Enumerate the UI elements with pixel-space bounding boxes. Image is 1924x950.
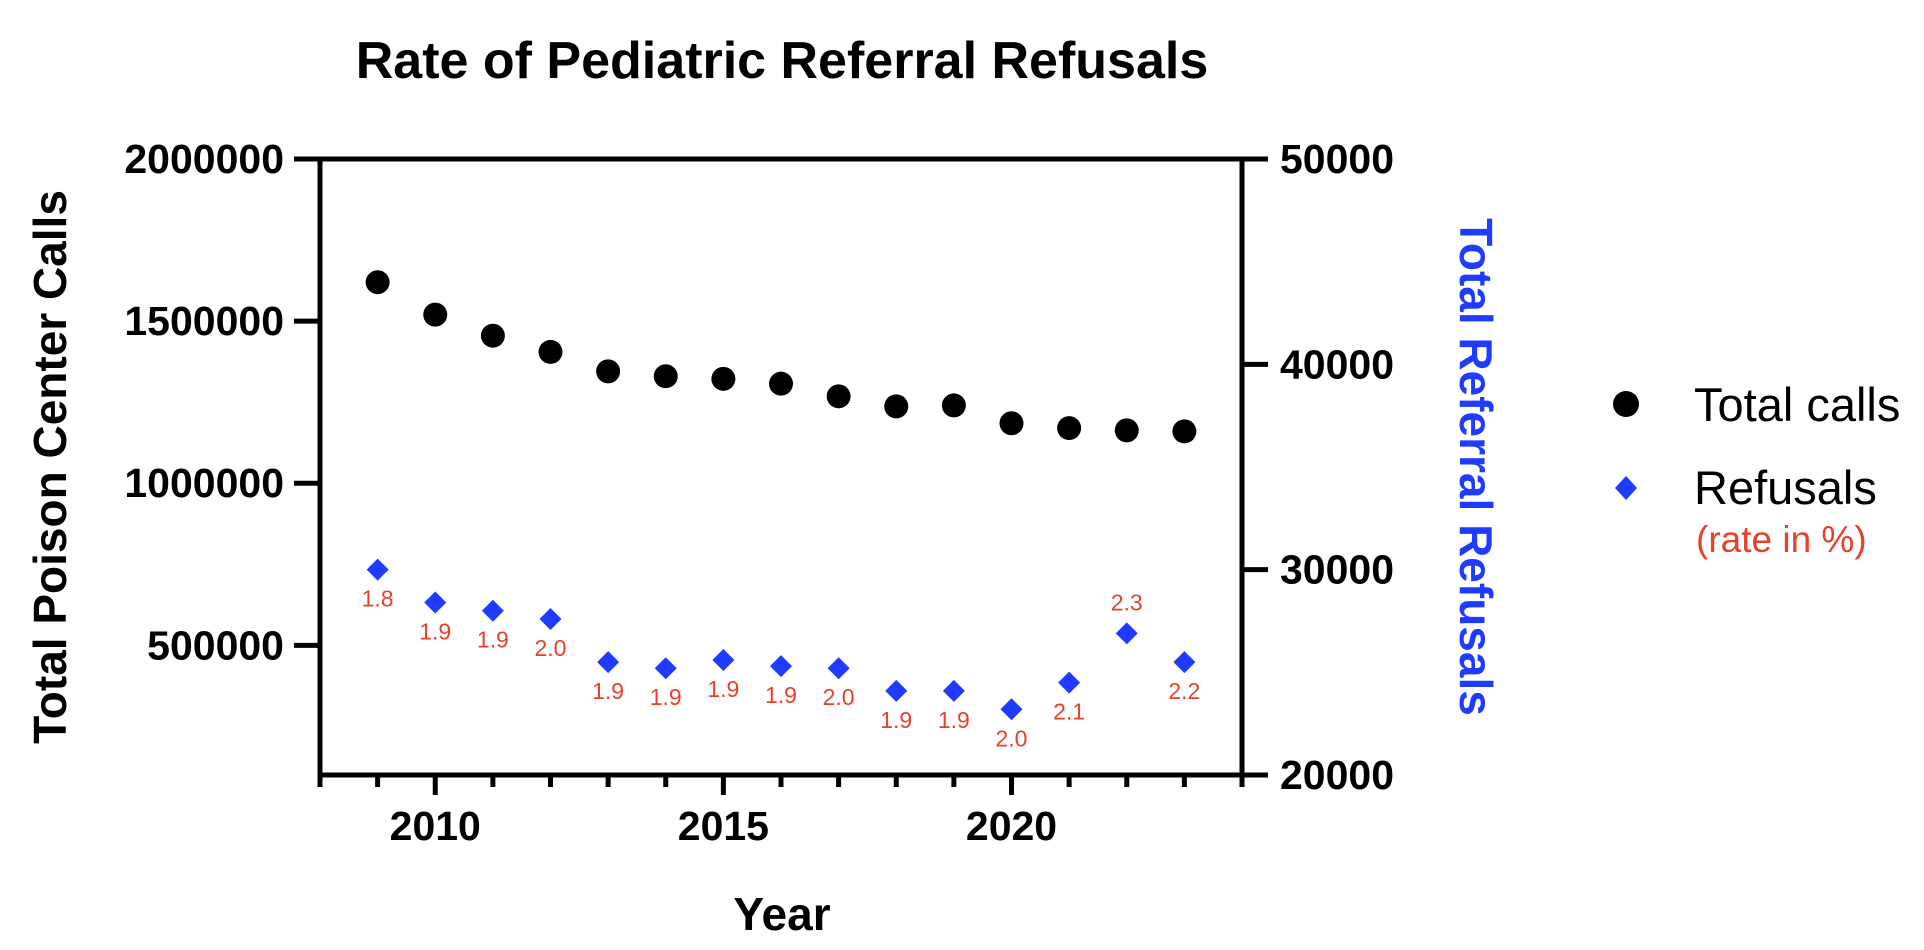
point-total-calls bbox=[1057, 416, 1082, 441]
point-refusals bbox=[1000, 698, 1023, 721]
series-total-calls bbox=[365, 270, 1197, 444]
rate-label: 1.9 bbox=[938, 707, 970, 733]
point-refusals bbox=[827, 657, 850, 680]
rate-label: 1.9 bbox=[650, 684, 682, 710]
point-refusals bbox=[539, 607, 562, 630]
rate-label: 2.0 bbox=[535, 635, 567, 661]
y-right-tick-label: 50000 bbox=[1280, 136, 1394, 182]
point-refusals bbox=[1173, 651, 1196, 674]
rate-labels: 1.8 1.9 1.9 2.0 1.9 1.9 1.9 1.9 2.0 1.9 1.9 2.0 2.1 2… bbox=[362, 586, 1201, 752]
legend-marker-total-calls bbox=[1613, 391, 1639, 417]
point-total-calls bbox=[1172, 419, 1197, 444]
rate-label: 1.9 bbox=[419, 619, 451, 645]
point-total-calls bbox=[826, 384, 851, 409]
legend-marker-refusals bbox=[1615, 476, 1637, 500]
x-tick-label: 2020 bbox=[966, 803, 1057, 849]
point-total-calls bbox=[538, 339, 563, 364]
point-refusals bbox=[481, 599, 504, 622]
rate-label: 1.9 bbox=[592, 678, 624, 704]
point-refusals bbox=[770, 655, 792, 678]
point-total-calls bbox=[653, 364, 678, 389]
rate-label: 2.3 bbox=[1111, 589, 1143, 615]
y-left-tick-label: 1000000 bbox=[124, 460, 284, 506]
y-right-tick-label: 30000 bbox=[1280, 547, 1394, 593]
y-axis-right-title: Total Referral Refusals bbox=[1450, 218, 1502, 716]
x-tick-label: 2015 bbox=[678, 803, 769, 849]
rate-label: 1.9 bbox=[765, 682, 797, 708]
rate-label: 1.8 bbox=[362, 586, 394, 612]
y-axis-left: 500000 1000000 1500000 2000000 bbox=[124, 136, 320, 668]
rate-label: 1.9 bbox=[880, 707, 912, 733]
legend: Total calls Refusals (rate in %) bbox=[1613, 378, 1900, 560]
point-refusals bbox=[366, 558, 389, 581]
point-refusals bbox=[712, 649, 735, 672]
point-refusals bbox=[424, 591, 447, 614]
x-axis-title: Year bbox=[733, 888, 830, 940]
series-refusals bbox=[366, 558, 1196, 721]
rate-label: 2.1 bbox=[1053, 699, 1085, 725]
point-total-calls bbox=[423, 302, 448, 327]
point-total-calls bbox=[941, 393, 966, 418]
point-refusals bbox=[885, 679, 908, 702]
y-right-tick-label: 20000 bbox=[1280, 752, 1394, 798]
y-axis-left-title: Total Poison Center Calls bbox=[24, 190, 76, 744]
point-refusals bbox=[942, 679, 965, 702]
y-left-tick-label: 500000 bbox=[147, 622, 284, 668]
y-left-tick-label: 1500000 bbox=[124, 298, 284, 344]
point-total-calls bbox=[1114, 418, 1139, 443]
y-left-tick-label: 2000000 bbox=[124, 136, 284, 182]
point-refusals bbox=[1058, 671, 1081, 694]
rate-label: 1.9 bbox=[477, 627, 509, 653]
x-tick-label: 2010 bbox=[390, 803, 481, 849]
legend-sublabel-rate: (rate in %) bbox=[1696, 519, 1867, 560]
point-total-calls bbox=[711, 366, 736, 391]
rate-label: 2.0 bbox=[823, 684, 855, 710]
point-refusals bbox=[654, 657, 677, 680]
rate-label: 1.9 bbox=[707, 676, 739, 702]
legend-label-total-calls: Total calls bbox=[1694, 378, 1900, 431]
rate-label: 2.2 bbox=[1168, 678, 1200, 704]
rate-label: 2.0 bbox=[996, 725, 1028, 751]
point-total-calls bbox=[596, 359, 621, 384]
chart-title: Rate of Pediatric Referral Refusals bbox=[356, 32, 1209, 90]
point-refusals bbox=[1115, 622, 1138, 645]
point-refusals bbox=[597, 651, 620, 674]
x-axis: 2010 2015 2020 bbox=[317, 775, 1245, 849]
y-axis-right: 20000 30000 40000 50000 bbox=[1242, 136, 1394, 798]
point-total-calls bbox=[365, 270, 390, 295]
point-total-calls bbox=[480, 323, 505, 348]
point-total-calls bbox=[999, 411, 1024, 436]
point-total-calls bbox=[884, 394, 909, 419]
y-right-tick-label: 40000 bbox=[1280, 341, 1394, 387]
point-total-calls bbox=[769, 371, 793, 396]
legend-label-refusals: Refusals bbox=[1694, 461, 1877, 514]
